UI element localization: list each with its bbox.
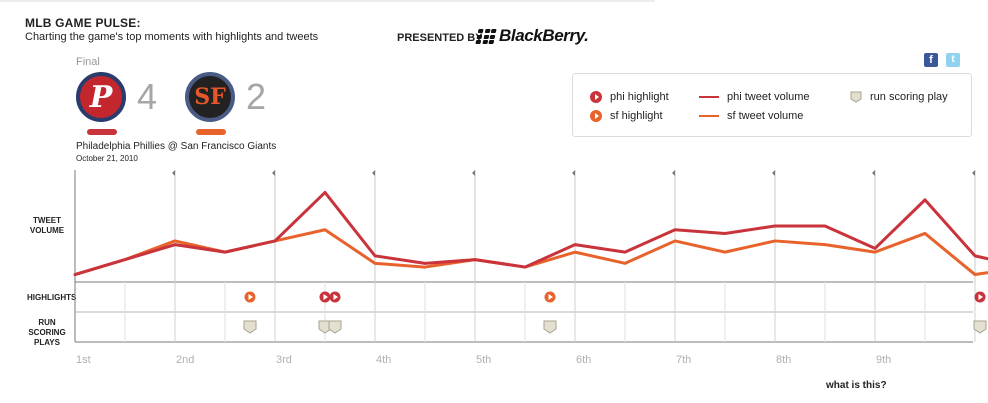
inning-label: 1st — [76, 354, 91, 366]
inning-marker-icon — [572, 170, 575, 176]
run-scoring-shield-icon[interactable] — [243, 320, 257, 334]
legend-label: sf highlight — [610, 110, 663, 122]
run-scoring-shield-icon[interactable] — [328, 320, 342, 334]
phillies-color-bar — [87, 129, 117, 135]
presented-by-label: PRESENTED BY — [397, 32, 483, 44]
matchup-label: Philadelphia Phillies @ San Francisco Gi… — [76, 141, 277, 152]
legend-sf-highlight: sf highlight — [590, 110, 663, 122]
giants-logo: SF — [185, 72, 235, 122]
inning-marker-icon — [272, 170, 275, 176]
sf-highlight-play-icon[interactable] — [244, 291, 256, 303]
sf-highlight-play-icon[interactable] — [544, 291, 556, 303]
what-is-this-link[interactable]: what is this? — [826, 380, 887, 391]
game-date: October 21, 2010 — [76, 154, 138, 163]
inning-label: 9th — [876, 354, 891, 366]
inning-marker-icon — [372, 170, 375, 176]
phi-highlight-play-icon[interactable] — [329, 291, 341, 303]
chart-legend: phi highlight sf highlight phi tweet vol… — [572, 73, 972, 137]
legend-label: run scoring play — [870, 91, 948, 103]
sf-line-swatch — [699, 115, 719, 117]
phi-highlight-play-icon[interactable] — [974, 291, 986, 303]
top-divider — [0, 0, 655, 2]
run-scoring-shield-icon[interactable] — [543, 320, 557, 334]
legend-phi-tweet-volume: phi tweet volume — [699, 91, 810, 103]
inning-marker-icon — [172, 170, 175, 176]
page-subtitle: Charting the game's top moments with hig… — [25, 31, 319, 43]
inning-marker-icon — [872, 170, 875, 176]
play-triangle — [333, 294, 338, 300]
play-triangle — [248, 294, 253, 300]
run-scoring-shield-icon[interactable] — [973, 320, 987, 334]
inning-label: 8th — [776, 354, 791, 366]
inning-label: 3rd — [276, 354, 292, 366]
phillies-logo: P — [76, 72, 126, 122]
sponsor-name: BlackBerry. — [499, 26, 589, 45]
phi-tweet-volume-line — [73, 190, 988, 277]
play-triangle — [323, 294, 328, 300]
legend-label: phi tweet volume — [727, 91, 810, 103]
legend-run-scoring-play: run scoring play — [850, 91, 948, 103]
legend-sf-tweet-volume: sf tweet volume — [699, 110, 803, 122]
sf-play-icon — [590, 110, 602, 122]
inning-label: 5th — [476, 354, 491, 366]
game-status: Final — [76, 56, 100, 68]
inning-marker-icon — [472, 170, 475, 176]
inning-label: 6th — [576, 354, 591, 366]
play-triangle — [978, 294, 983, 300]
inning-label: 4th — [376, 354, 391, 366]
twitter-share-icon[interactable]: t — [946, 53, 960, 67]
inning-label: 7th — [676, 354, 691, 366]
phi-line-swatch — [699, 96, 719, 98]
run-scoring-row-label: RUN SCORING PLAYS — [28, 318, 66, 347]
blackberry-logo[interactable]: BlackBerry. — [475, 26, 589, 46]
highlights-row-label: HIGHLIGHTS — [27, 293, 77, 302]
tweet-volume-row-label: TWEET VOLUME — [29, 216, 65, 235]
run-scoring-shield-icon — [850, 91, 862, 103]
phi-play-icon — [590, 91, 602, 103]
phi-highlight-play-icon[interactable] — [319, 291, 331, 303]
phillies-score: 4 — [137, 76, 158, 117]
giants-score: 2 — [246, 76, 267, 117]
play-triangle — [548, 294, 553, 300]
legend-label: phi highlight — [610, 91, 669, 103]
inning-label: 2nd — [176, 354, 194, 366]
page-title: MLB GAME PULSE: — [25, 16, 141, 30]
legend-phi-highlight: phi highlight — [590, 91, 669, 103]
inning-marker-icon — [772, 170, 775, 176]
inning-marker-icon — [972, 170, 975, 176]
inning-marker-icon — [672, 170, 675, 176]
facebook-share-icon[interactable]: f — [924, 53, 938, 67]
legend-label: sf tweet volume — [727, 110, 804, 122]
giants-color-bar — [196, 129, 226, 135]
